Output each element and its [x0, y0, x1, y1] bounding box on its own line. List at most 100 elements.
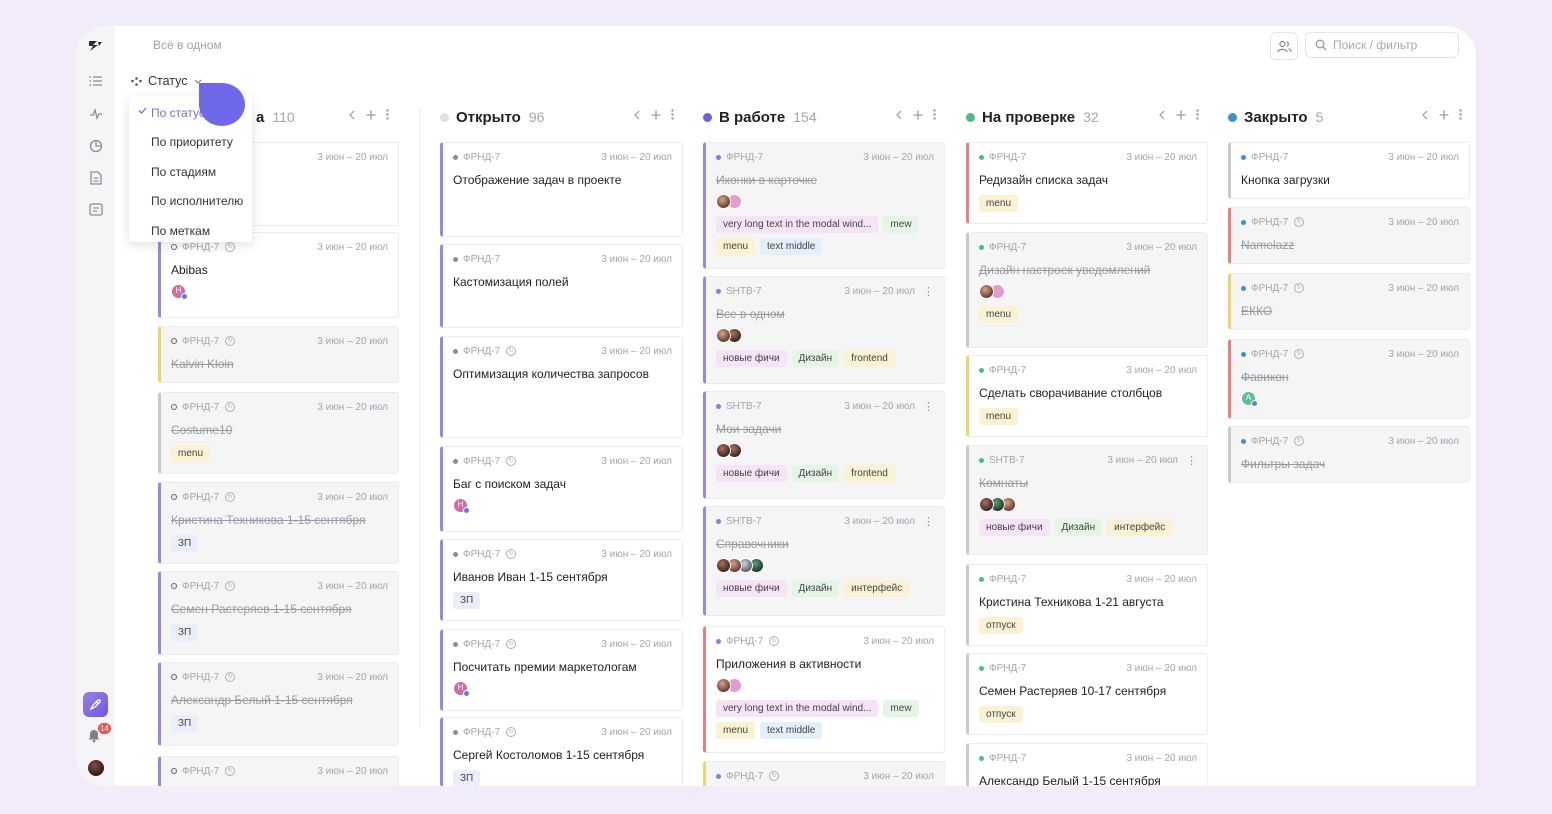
assignee-avatar[interactable] — [716, 558, 731, 573]
task-card[interactable]: ФРНД-7 ↻ 3 июн – 20 июл Александр Белый 1-1… — [158, 662, 399, 746]
task-card[interactable]: ФРНД-7 3 июн – 20 июл Кристина Техникова 1… — [966, 564, 1208, 646]
task-tag[interactable]: Дизайн — [791, 350, 840, 367]
task-tag[interactable]: menu — [716, 238, 756, 255]
more-vertical-icon[interactable] — [671, 109, 674, 120]
list-icon[interactable] — [87, 72, 104, 89]
assignee-avatar[interactable] — [716, 443, 731, 458]
assignee-avatar[interactable] — [716, 328, 731, 343]
logo-icon[interactable] — [87, 37, 104, 54]
task-tag[interactable]: text middle — [760, 722, 823, 739]
task-card[interactable]: ФРНД-7 ↻ 3 июн – 20 июл Посчитать премии ма… — [440, 629, 683, 711]
task-tag[interactable]: very long text in the modal wind... — [716, 700, 879, 717]
group-option-status[interactable]: По статусу — [129, 98, 252, 128]
task-tag[interactable]: frontend — [844, 350, 895, 367]
assignee-avatar[interactable]: Н — [453, 498, 470, 514]
group-option-stage[interactable]: По стадиям — [151, 164, 217, 179]
task-card[interactable]: ФРНД-7 ↻ 3 июн – 20 июл Оптимизация количес… — [440, 336, 683, 438]
card-menu-icon[interactable]: ⋮ — [923, 400, 934, 413]
pie-chart-icon[interactable] — [87, 137, 104, 154]
activity-icon[interactable] — [87, 105, 104, 122]
rocket-icon[interactable] — [83, 692, 108, 717]
chevron-left-icon[interactable] — [1159, 110, 1166, 120]
task-tag[interactable]: mew — [883, 216, 919, 233]
group-option-tags[interactable]: По меткам — [151, 223, 211, 238]
task-tag[interactable]: новые фичи — [716, 580, 787, 597]
task-card[interactable]: ФРНД-7 ↻ 3 июн – 20 июл Costume10 menu — [158, 392, 399, 474]
assignee-avatar[interactable] — [979, 284, 994, 299]
task-card[interactable]: ФРНД-7 3 июн – 20 июл Сделать сворачивание… — [966, 355, 1208, 437]
task-tag[interactable]: menu — [979, 408, 1019, 425]
task-card[interactable]: ФРНД-7 ↻ 3 июн – 20 июл Приложения в активн… — [703, 626, 945, 753]
assignee-avatar[interactable]: A — [1241, 391, 1258, 407]
task-tag[interactable]: menu — [979, 306, 1019, 323]
task-card[interactable]: ФРНД-7 3 июн – 20 июл Кастомизация полей — [440, 244, 683, 328]
task-tag[interactable]: frontend — [844, 465, 895, 482]
task-tag[interactable]: ЗП — [171, 715, 199, 732]
card-menu-icon[interactable]: ⋮ — [923, 285, 934, 298]
task-tag[interactable]: отпуск — [979, 706, 1023, 723]
task-tag[interactable]: mew — [883, 700, 919, 717]
user-avatar[interactable] — [88, 760, 104, 776]
task-card[interactable]: ФРНД-7 ↻ 3 июн – 20 июл Abibas Н — [158, 232, 399, 318]
chevron-left-icon[interactable] — [896, 110, 903, 120]
task-card[interactable]: SHTB-7 3 июн – 20 июл ⋮ Комнаты новые фичи Ди… — [966, 445, 1208, 555]
group-by-button[interactable]: Статус — [131, 74, 202, 88]
task-tag[interactable]: ЗП — [171, 535, 199, 552]
task-tag[interactable]: интерфейс — [1107, 519, 1173, 536]
task-tag[interactable]: ЗП — [171, 624, 199, 641]
add-card-icon[interactable] — [366, 110, 376, 120]
task-card[interactable]: ФРНД-7 ↻ 3 июн – 20 июл Фильтры задач — [1228, 426, 1470, 483]
task-tag[interactable]: новые фичи — [979, 519, 1050, 536]
members-button[interactable] — [1270, 32, 1298, 60]
task-tag[interactable]: menu — [979, 195, 1019, 212]
task-card[interactable]: ФРНД-7 3 июн – 20 июл Кнопка загрузки — [1228, 142, 1470, 199]
task-card[interactable]: ФРНД-7 ↻ 3 июн – 20 июл — [703, 761, 945, 786]
assignee-avatar[interactable]: Н — [171, 284, 188, 300]
add-card-icon[interactable] — [1439, 110, 1449, 120]
task-tag[interactable]: интерфейс — [844, 580, 910, 597]
task-card[interactable]: ФРНД-7 3 июн – 20 июл Редизайн списка зада… — [966, 142, 1208, 224]
more-vertical-icon[interactable] — [386, 109, 389, 120]
task-card[interactable]: ФРНД-7 3 июн – 20 июл Отображение задач в … — [440, 142, 683, 237]
add-card-icon[interactable] — [913, 110, 923, 120]
task-card[interactable]: ФРНД-7 3 июн – 20 июл Александр Белый 1-15… — [966, 743, 1208, 786]
chevron-left-icon[interactable] — [1422, 110, 1429, 120]
task-card[interactable]: SHTB-7 3 июн – 20 июл ⋮ Мои задачи новые фич… — [703, 391, 945, 499]
card-menu-icon[interactable]: ⋮ — [1186, 454, 1197, 467]
more-vertical-icon[interactable] — [1196, 109, 1199, 120]
task-tag[interactable]: text middle — [760, 238, 823, 255]
archive-icon[interactable] — [87, 201, 104, 218]
assignee-avatar[interactable]: Н — [453, 681, 470, 697]
more-vertical-icon[interactable] — [933, 109, 936, 120]
chevron-left-icon[interactable] — [634, 110, 641, 120]
add-card-icon[interactable] — [651, 110, 661, 120]
task-tag[interactable]: новые фичи — [716, 465, 787, 482]
add-card-icon[interactable] — [1176, 110, 1186, 120]
card-menu-icon[interactable]: ⋮ — [923, 515, 934, 528]
task-tag[interactable]: very long text in the modal wind... — [716, 216, 879, 233]
task-tag[interactable]: отпуск — [979, 617, 1023, 634]
task-card[interactable]: ФРНД-7 ↻ 3 июн – 20 июл Иванов Иван 1-15 се… — [440, 539, 683, 621]
task-card[interactable]: SHTB-7 3 июн – 20 июл ⋮ Справочники новые фи… — [703, 506, 945, 616]
more-vertical-icon[interactable] — [1459, 109, 1462, 120]
task-card[interactable]: ФРНД-7 3 июн – 20 июл Дизайн настроек увед… — [966, 232, 1208, 348]
bell-icon[interactable] — [87, 728, 103, 744]
search-input[interactable] — [1333, 38, 1453, 52]
assignee-avatar[interactable] — [979, 497, 994, 512]
task-card[interactable]: ФРНД-7 ↻ 3 июн – 20 июл Семен Растеряев 1-1… — [158, 571, 399, 655]
task-card[interactable]: ФРНД-7 ↻ 3 июн – 20 июл Kalvin Kloin — [158, 326, 399, 383]
group-option-assignee[interactable]: По исполнителю — [151, 194, 244, 209]
task-tag[interactable]: новые фичи — [716, 350, 787, 367]
task-card[interactable]: ФРНД-7 3 июн – 20 июл Иконки в карточке ver… — [703, 142, 945, 269]
task-card[interactable]: ФРНД-7 ↻ 3 июн – 20 июл Фавикон A — [1228, 339, 1470, 419]
task-card[interactable]: SHTB-7 3 июн – 20 июл ⋮ Все в одном новые фи… — [703, 276, 945, 384]
group-option-priority[interactable]: По приоритету — [151, 135, 233, 150]
task-card[interactable]: ФРНД-7 ↻ 3 июн – 20 июл ЕККО — [1228, 273, 1470, 330]
task-tag[interactable]: Дизайн — [791, 580, 840, 597]
task-tag[interactable]: Дизайн — [1054, 519, 1103, 536]
task-tag[interactable]: ЗП — [453, 770, 481, 786]
chevron-left-icon[interactable] — [349, 110, 356, 120]
assignee-avatar[interactable] — [716, 194, 731, 209]
assignee-avatar[interactable] — [716, 678, 731, 693]
task-card[interactable]: ФРНД-7 ↻ 3 июн – 20 июл — [158, 756, 399, 786]
